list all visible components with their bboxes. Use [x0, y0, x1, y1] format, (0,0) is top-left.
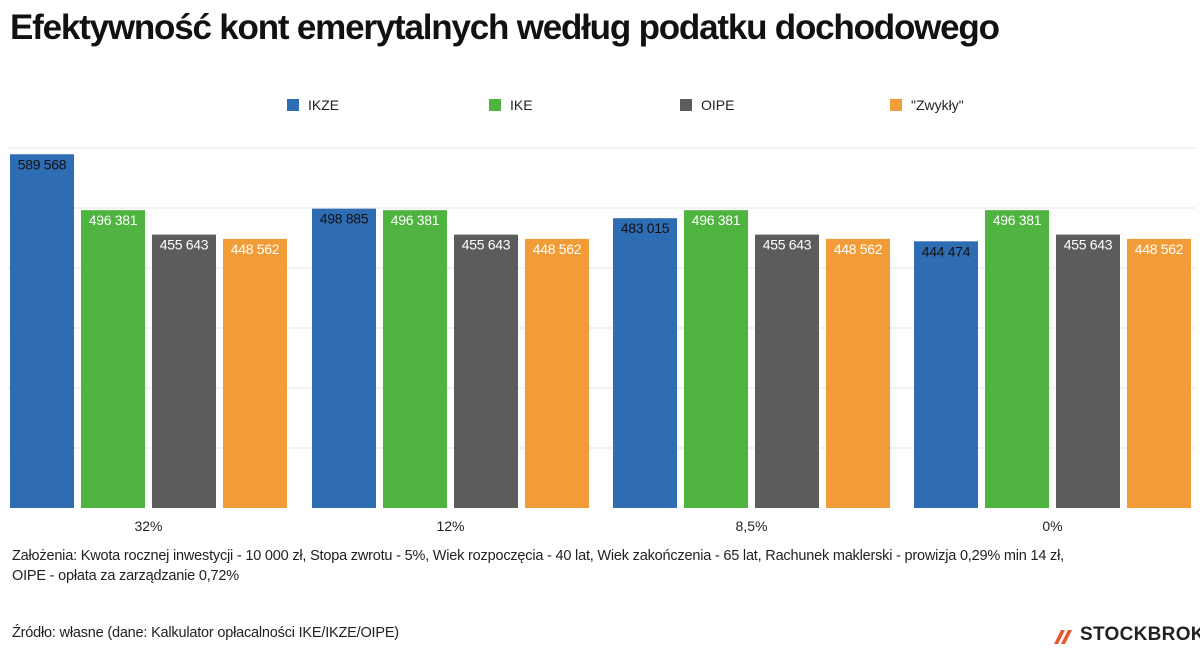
assumptions-line-2: OIPE - opłata za zarządzanie 0,72%	[12, 568, 239, 584]
bar	[1127, 238, 1191, 508]
bar-value-label: 448 562	[1135, 241, 1184, 257]
legend-swatch	[287, 99, 299, 111]
bar-value-label: 496 381	[993, 212, 1042, 228]
stockbroker-logo-icon	[1054, 630, 1072, 644]
legend-swatch	[890, 99, 902, 111]
bar	[826, 238, 890, 508]
bar-value-label: 455 643	[1064, 237, 1113, 253]
bar-value-label: 496 381	[391, 212, 440, 228]
stockbroker-logo: STOCKBROKER	[1052, 622, 1200, 648]
bar-value-label: 455 643	[462, 237, 511, 253]
bar	[613, 218, 677, 509]
bar	[755, 234, 819, 508]
bar-value-label: 483 015	[621, 220, 670, 236]
legend-label: "Zwykły"	[911, 97, 964, 113]
legend-label: IKZE	[308, 97, 339, 113]
legend-swatch	[680, 99, 692, 111]
bar	[312, 208, 376, 508]
legend: IKZE IKE OIPE "Zwykły"	[287, 97, 964, 113]
stockbroker-logo-text: STOCKBROKER	[1080, 624, 1200, 645]
bar	[10, 154, 74, 508]
bar-value-label: 448 562	[834, 241, 883, 257]
legend-label: OIPE	[701, 97, 734, 113]
x-tick-label: 0%	[1042, 518, 1062, 534]
chart-title: Efektywność kont emerytalnych według pod…	[10, 8, 1000, 47]
bar-value-label: 498 885	[320, 211, 369, 227]
assumptions-line-1: Założenia: Kwota rocznej inwestycji - 10…	[12, 548, 1064, 564]
bar	[454, 234, 518, 508]
x-tick-label: 12%	[436, 518, 464, 534]
assumptions-note: Założenia: Kwota rocznej inwestycji - 10…	[12, 546, 1182, 586]
bar-value-label: 444 474	[922, 243, 971, 259]
bar-value-label: 455 643	[160, 237, 209, 253]
bar	[525, 238, 589, 508]
bar	[223, 238, 287, 508]
legend-label: IKE	[510, 97, 533, 113]
bar-value-label: 448 562	[231, 241, 280, 257]
legend-swatch	[489, 99, 501, 111]
bar-value-label: 448 562	[533, 241, 582, 257]
bar	[152, 234, 216, 508]
bar	[81, 210, 145, 509]
bar	[383, 210, 447, 509]
bar-chart: IKZE IKE OIPE "Zwykły" 589 568 496 381 455 64…	[8, 97, 1195, 534]
bar	[1056, 234, 1120, 508]
bar	[684, 210, 748, 509]
bar-value-label: 496 381	[89, 212, 138, 228]
source-note: Źródło: własne (dane: Kalkulator opłacal…	[12, 625, 399, 641]
bar	[985, 210, 1049, 509]
bar-value-label: 455 643	[763, 237, 812, 253]
bars: 589 568 496 381 455 643 448 562 498 885 496 3…	[10, 154, 1191, 509]
bar-value-label: 589 568	[18, 156, 67, 172]
x-axis-ticks: 32% 12% 8,5% 0%	[134, 518, 1062, 534]
bar	[914, 241, 978, 508]
x-tick-label: 32%	[134, 518, 162, 534]
bar-value-label: 496 381	[692, 212, 741, 228]
x-tick-label: 8,5%	[736, 518, 768, 534]
